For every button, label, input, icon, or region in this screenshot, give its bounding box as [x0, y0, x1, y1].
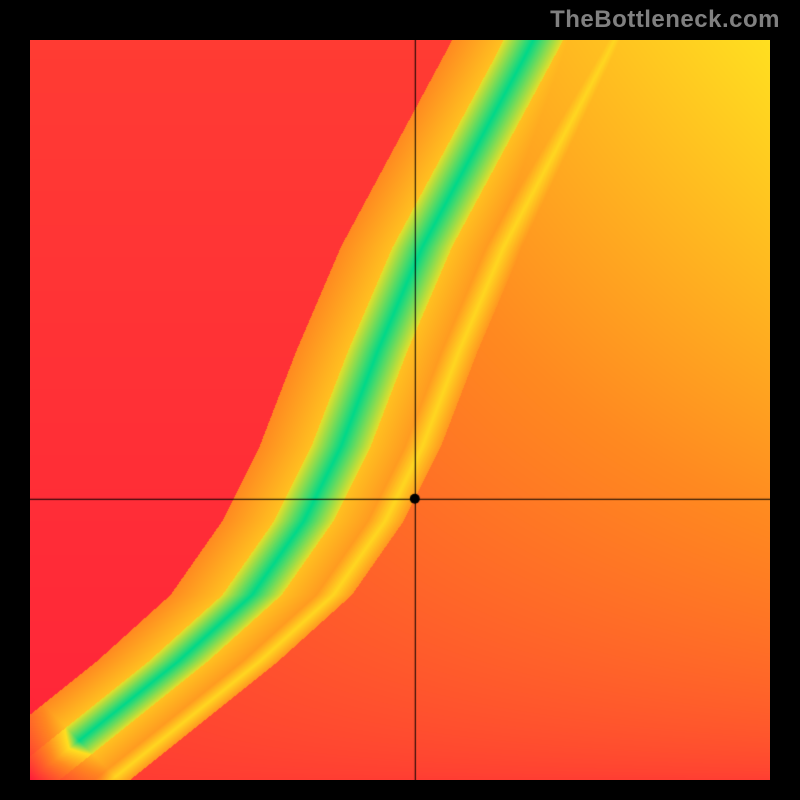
watermark-label: TheBottleneck.com: [550, 6, 780, 33]
heatmap-canvas: [30, 40, 770, 780]
chart-outer: TheBottleneck.com: [0, 0, 800, 800]
watermark-text: TheBottleneck.com: [550, 6, 780, 34]
heatmap-plot: [30, 40, 770, 780]
